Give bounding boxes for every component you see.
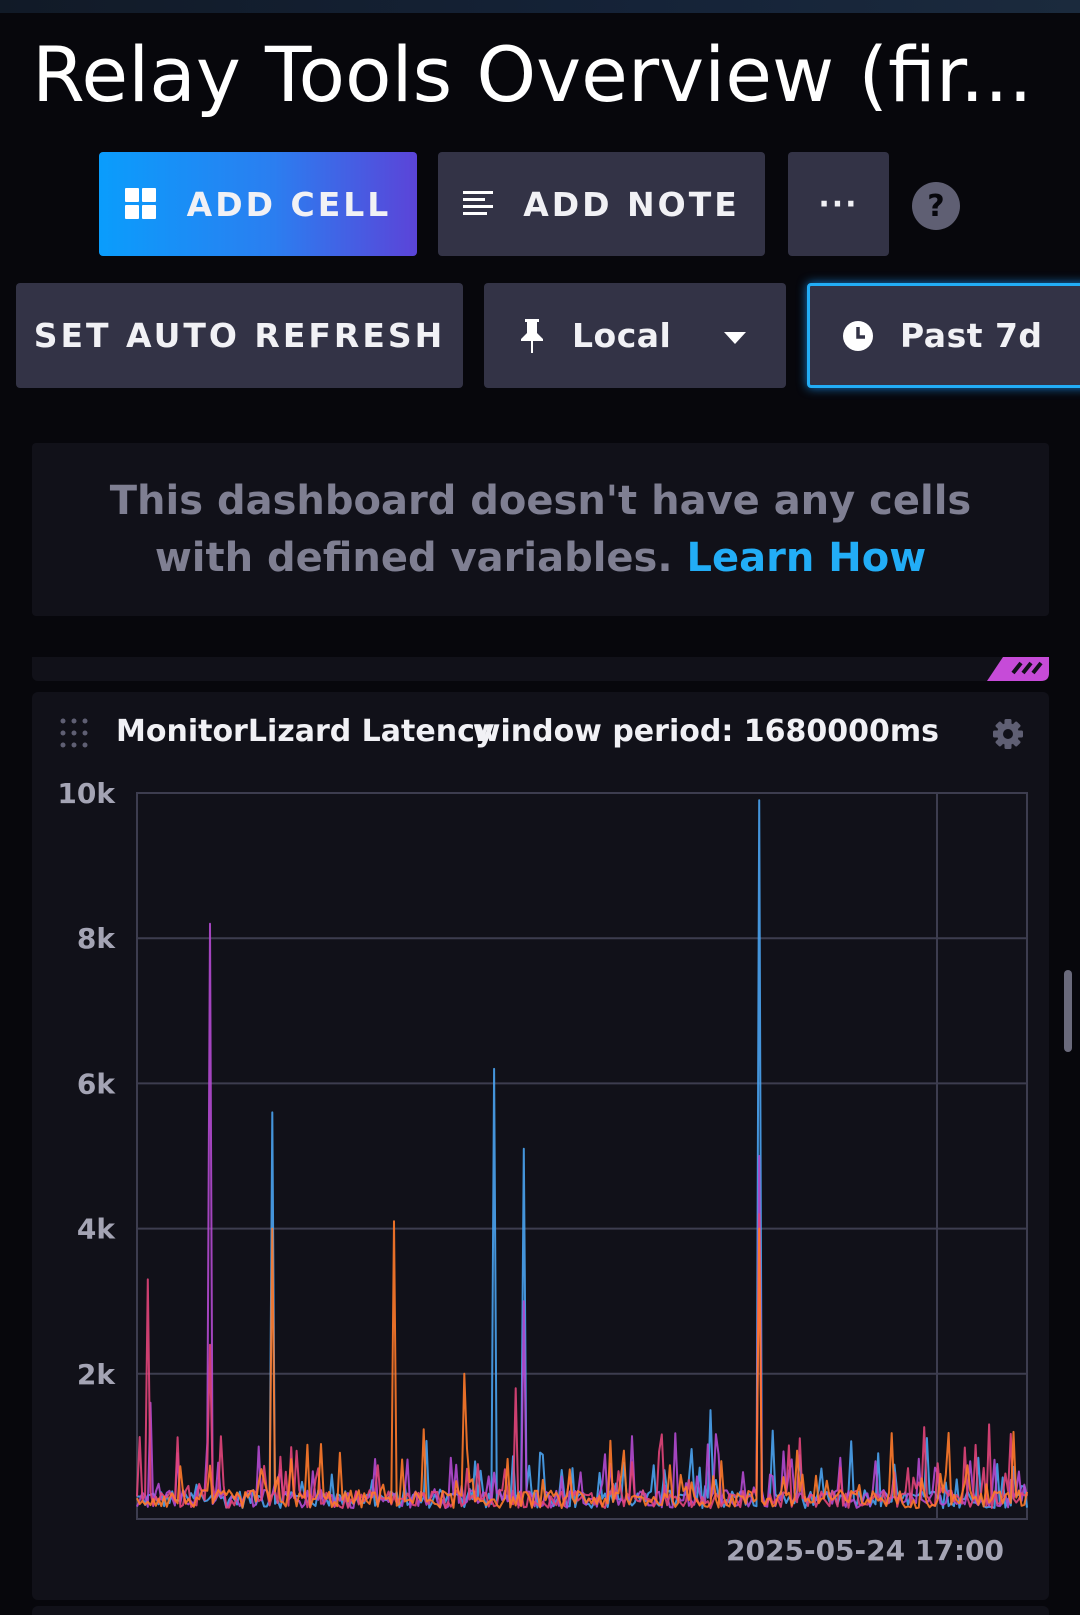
auto-refresh-label: SET AUTO REFRESH — [33, 316, 446, 355]
gear-icon[interactable] — [992, 718, 1024, 754]
add-note-button[interactable]: ADD NOTE — [438, 152, 765, 256]
scrollbar-thumb[interactable] — [1064, 970, 1072, 1052]
top-bar — [0, 0, 1080, 13]
x-tick-label: 2025-05-24 17:00 — [726, 1534, 1004, 1567]
pin-icon — [520, 318, 544, 353]
timezone-label: Local — [572, 316, 672, 355]
more-options-button[interactable]: ··· — [788, 152, 889, 256]
drag-grip-icon[interactable] — [60, 718, 88, 752]
chart-cell: MonitorLizard Latency window period: 168… — [32, 692, 1049, 1600]
cell-title: MonitorLizard Latency — [116, 714, 495, 749]
series-line-3 — [136, 1220, 1028, 1510]
y-tick-label: 4k — [77, 1213, 116, 1246]
y-tick-label: 2k — [77, 1358, 116, 1391]
clock-icon — [842, 320, 874, 352]
y-tick-label: 8k — [77, 922, 116, 955]
window-period: window period: 1680000ms — [472, 714, 939, 749]
grid-icon — [124, 188, 157, 220]
y-tick-label: 10k — [57, 777, 116, 810]
variables-notice: This dashboard doesn't have any cells wi… — [32, 443, 1049, 616]
next-cell — [32, 1606, 1049, 1615]
notice-text: This dashboard doesn't have any cells wi… — [109, 477, 972, 581]
resize-handle-icon[interactable] — [967, 657, 1049, 681]
time-range-dropdown[interactable]: Past 7d — [807, 283, 1080, 388]
learn-how-link[interactable]: Learn How — [686, 534, 927, 581]
add-cell-button[interactable]: ADD CELL — [99, 152, 417, 256]
previous-cell — [32, 657, 1049, 681]
help-icon[interactable]: ? — [912, 182, 960, 230]
auto-refresh-button[interactable]: SET AUTO REFRESH — [16, 283, 463, 388]
help-label: ? — [927, 188, 945, 224]
add-note-label: ADD NOTE — [523, 184, 740, 224]
note-lines-icon — [463, 191, 494, 217]
latency-chart[interactable]: 10k 8k 6k 4k 2k 2025-05-24 17:00 — [32, 692, 1049, 1600]
y-tick-label: 6k — [77, 1067, 116, 1100]
time-range-label: Past 7d — [900, 316, 1043, 355]
caret-down-icon — [724, 329, 746, 348]
more-dots-icon: ··· — [818, 186, 859, 222]
timezone-dropdown[interactable]: Local — [484, 283, 786, 388]
page-title[interactable]: Relay Tools Overview (fir... — [32, 30, 1033, 119]
add-cell-label: ADD CELL — [186, 184, 392, 224]
